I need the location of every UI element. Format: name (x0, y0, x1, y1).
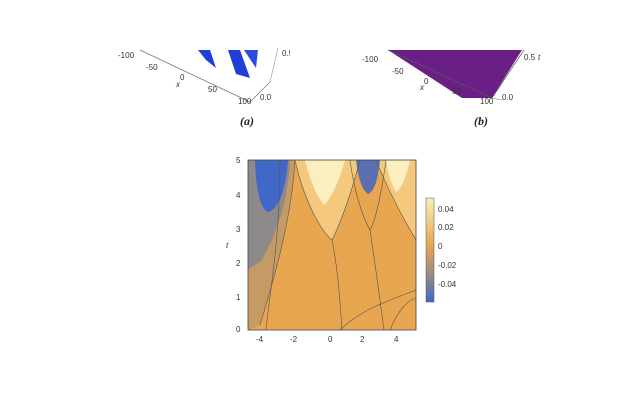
a-xtick-1: -50 (146, 63, 158, 72)
a-xtick-3: 50 (208, 85, 217, 94)
contour-line-5 (339, 289, 416, 330)
b-xtick-0: -100 (362, 55, 379, 64)
c-ytick-2: 2 (236, 259, 241, 268)
contour-line-3 (331, 160, 361, 241)
contour-light-2 (305, 160, 345, 205)
panel-b-plot: -100 -50 0 50 100 x 0.5 t 0.0 (362, 49, 541, 106)
contour-line-8 (389, 297, 416, 330)
a-xtick-0: -100 (118, 51, 135, 60)
contour-grey-mid (349, 160, 387, 231)
contour-plot: 5 4 3 2 1 0 t -4 -2 0 2 4 0.04 0.02 0 -0… (226, 156, 457, 344)
b-xtick-3: 50 (452, 87, 461, 96)
cb-tick-2: 0 (438, 242, 443, 251)
c-xtick-2: 0 (328, 335, 333, 344)
cb-tick-1: 0.02 (438, 223, 454, 232)
panel-a: -100 -50 0 50 100 x 0.5 t 0.0 (110, 40, 299, 112)
b-ttick-1: 0.0 (502, 93, 514, 102)
contour-line-7 (369, 229, 385, 330)
panel-a-caption: (a) (240, 114, 254, 128)
colorbar (425, 197, 435, 303)
c-ytick-1: 1 (236, 293, 241, 302)
b-xlabel: x (419, 83, 425, 92)
cb-tick-4: -0.04 (438, 280, 457, 289)
c-xtick-4: 4 (394, 335, 399, 344)
contour-line-1 (259, 160, 296, 326)
c-xtick-1: -2 (290, 335, 298, 344)
contour-line-6 (375, 160, 416, 241)
a-xlabel: x (175, 80, 181, 89)
contour-light-3 (376, 160, 416, 240)
c-xtick-0: -4 (256, 335, 264, 344)
purple-surface (388, 50, 522, 98)
cb-tick-3: -0.02 (438, 261, 457, 270)
contour-light-4 (386, 160, 410, 192)
a-xtick-4: 100 (238, 97, 252, 106)
b-xtick-1: -50 (392, 67, 404, 76)
b-tlabel: t (538, 53, 541, 62)
b-xtick-2: 0 (424, 77, 429, 86)
panel-a-plot: -100 -50 0 50 100 x 0.5 t 0.0 (118, 47, 299, 106)
surface-spike-3 (244, 50, 258, 68)
contour-blue-mid (356, 160, 380, 194)
c-ytick-4: 4 (236, 191, 241, 200)
c-ylabel: t (226, 241, 229, 250)
a-xtick-2: 0 (180, 73, 185, 82)
c-ytick-3: 3 (236, 225, 241, 234)
b-xtick-4: 100 (480, 97, 494, 106)
panel-b-caption: (b) (474, 114, 488, 128)
c-ytick-0: 0 (236, 325, 241, 334)
c-xtick-3: 2 (360, 335, 365, 344)
surface-spike-2 (228, 50, 250, 78)
a-ttick-1: 0.0 (260, 93, 272, 102)
c-ytick-5: 5 (236, 156, 241, 165)
panel-c: 5 4 3 2 1 0 t -4 -2 0 2 4 0.04 0.02 0 -0… (220, 150, 470, 350)
surface-spike-1 (198, 50, 216, 68)
contour-frame (247, 159, 417, 331)
cb-tick-0: 0.04 (438, 205, 454, 214)
a-ttick-0: 0.5 (282, 49, 290, 58)
panel-b: -100 -50 0 50 100 x 0.5 t 0.0 (352, 40, 552, 112)
b-ttick-0: 0.5 (524, 53, 536, 62)
contour-line-4 (265, 160, 281, 330)
